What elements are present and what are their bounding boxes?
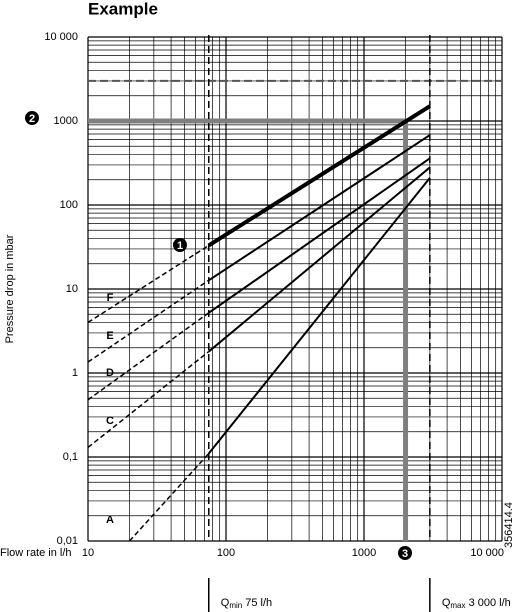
- x-tick-label: 10: [82, 547, 94, 559]
- series-label: C: [106, 415, 114, 427]
- marker-circle: [173, 238, 187, 252]
- series-line: [207, 177, 431, 455]
- marker-number: 3: [402, 548, 408, 560]
- series-line: [207, 104, 431, 248]
- marker-number: 2: [29, 113, 35, 125]
- x-tick-label: 1000: [352, 547, 376, 559]
- series-label: A: [106, 514, 114, 526]
- series-label: D: [106, 367, 114, 379]
- series-line: [87, 312, 210, 401]
- flow-limit-symbol: Q: [221, 597, 230, 609]
- marker-number: 1: [177, 240, 183, 252]
- flow-limit-symbol: Q: [442, 597, 451, 609]
- series-label: E: [106, 330, 113, 342]
- y-axis-label: Pressure drop in mbar: [4, 234, 16, 343]
- series-line: [87, 350, 210, 449]
- x-tick-label: 10 000: [470, 547, 504, 559]
- flow-limit-text: 3 000 l/h: [466, 597, 511, 609]
- flow-limit-text: 75 l/h: [242, 597, 272, 609]
- y-tick-label: 10 000: [44, 31, 78, 43]
- series-line: [128, 453, 210, 542]
- series-label: F: [107, 292, 114, 304]
- flow-limit-subscript: min: [229, 601, 242, 610]
- series-line: [208, 166, 431, 353]
- series-line: [208, 157, 431, 314]
- y-tick-label: 100: [60, 199, 78, 211]
- series-line: [87, 244, 210, 324]
- marker-circle: [398, 546, 412, 560]
- flow-limit-label: Qmax 3 000 l/h: [442, 597, 511, 610]
- flow-limit-label: Qmin 75 l/h: [221, 597, 272, 610]
- x-axis-label: Flow rate in l/h: [0, 547, 72, 559]
- flow-limit-subscript: max: [450, 601, 465, 610]
- chart-title: Example: [88, 0, 158, 18]
- y-tick-label: 1: [72, 367, 78, 379]
- y-tick-label: 1000: [54, 115, 78, 127]
- y-tick-label: 10: [66, 283, 78, 295]
- series-line: [208, 134, 431, 282]
- marker-circle: [25, 111, 39, 125]
- y-tick-label: 0,01: [57, 535, 78, 547]
- figure-code: 356414.4: [503, 502, 515, 548]
- series-line: [87, 279, 210, 363]
- y-tick-label: 0,1: [63, 451, 78, 463]
- x-tick-label: 100: [217, 547, 235, 559]
